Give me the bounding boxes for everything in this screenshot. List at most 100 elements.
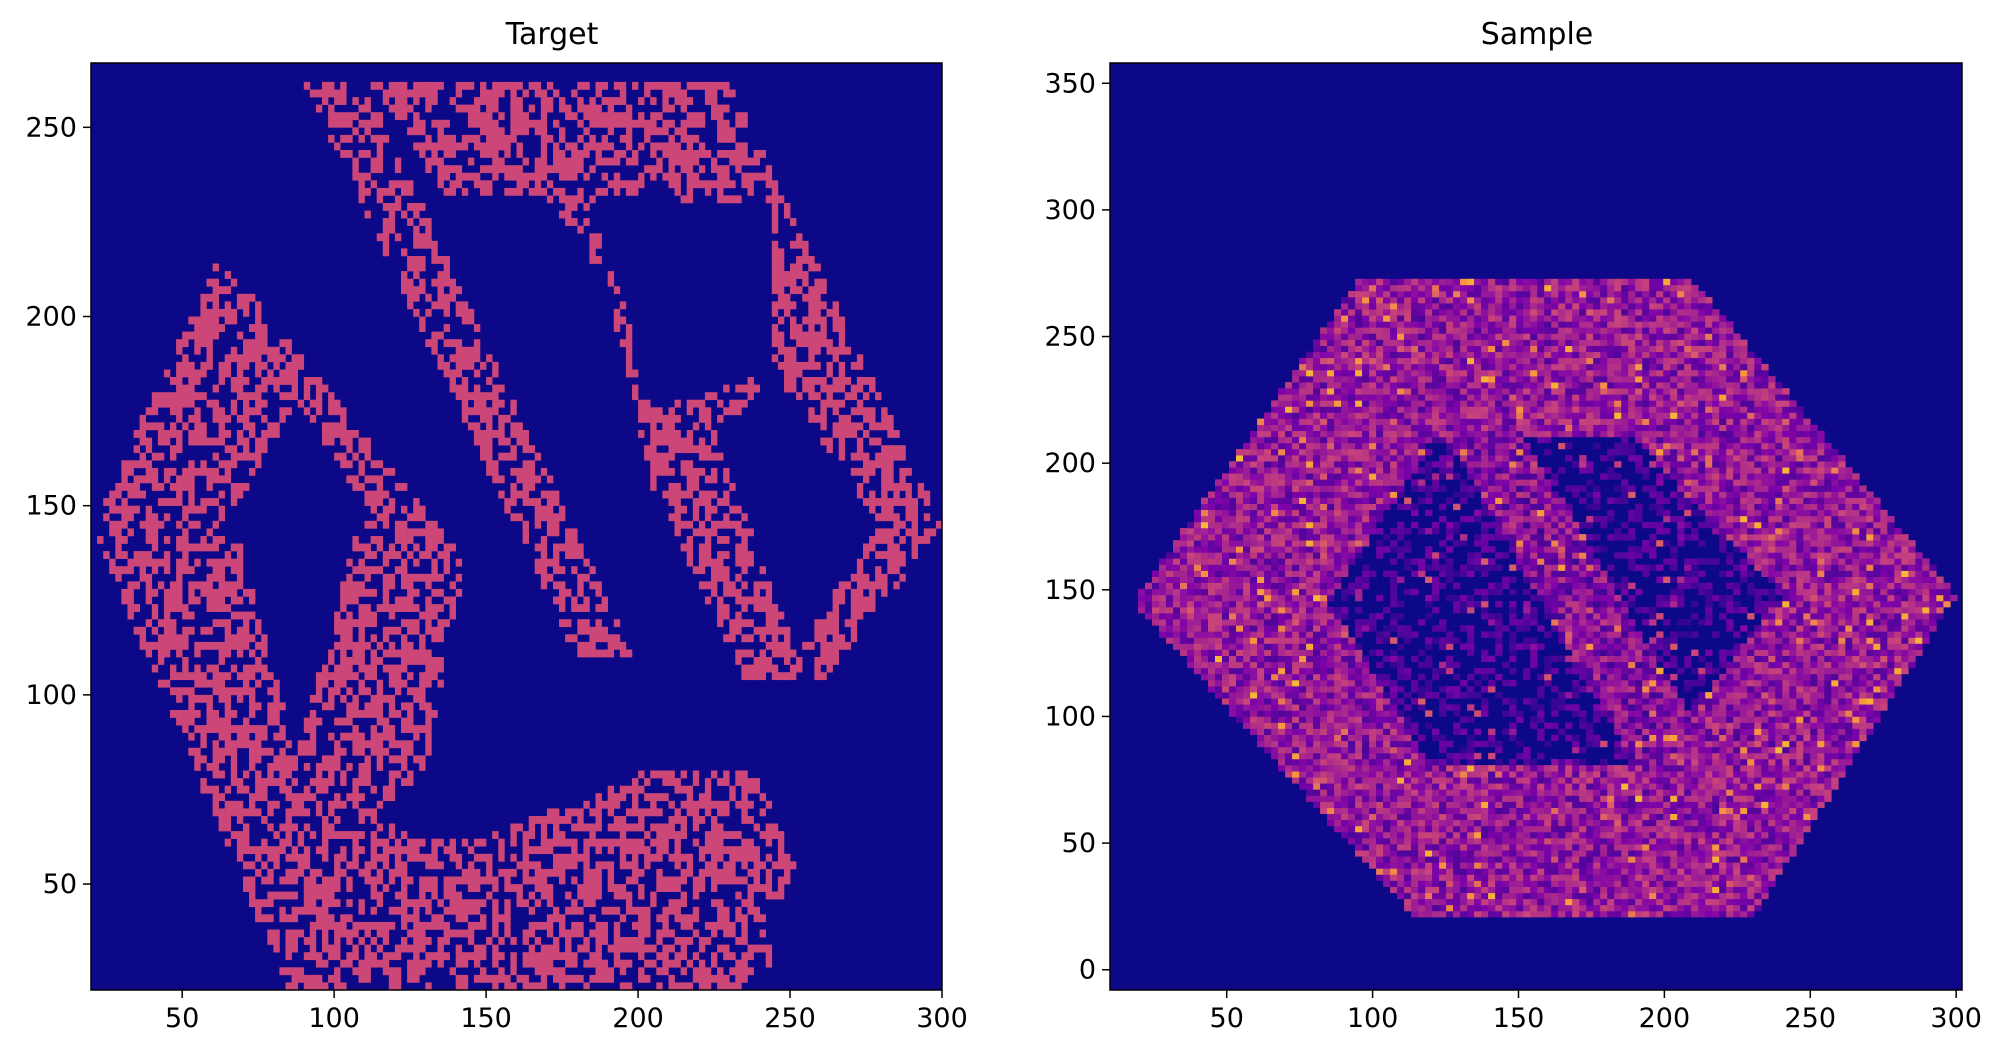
target-cell <box>583 944 590 953</box>
target-cell <box>249 422 256 431</box>
target-cell <box>401 112 408 121</box>
target-cell <box>340 831 347 839</box>
target-cell <box>236 551 244 559</box>
target-cell <box>127 460 134 469</box>
target-cell <box>182 543 189 552</box>
target-cell <box>662 929 669 938</box>
target-cell <box>255 316 262 325</box>
target-cell <box>303 377 311 385</box>
target-cell <box>212 467 219 476</box>
target-cell <box>255 755 262 764</box>
sample-cell <box>1180 540 1188 547</box>
target-cell <box>303 407 311 416</box>
sample-cell <box>1229 467 1237 474</box>
sample-cell <box>1285 692 1293 699</box>
sample-cell <box>1166 582 1174 590</box>
sample-cell <box>1271 461 1279 468</box>
target-cell <box>218 717 225 726</box>
sample-cell <box>1194 576 1202 583</box>
target-cell <box>607 641 615 650</box>
target-cell <box>364 664 371 673</box>
target-cell <box>425 876 432 885</box>
sample-cell <box>1236 515 1244 523</box>
target-cell <box>516 127 523 136</box>
target-cell <box>255 346 262 355</box>
target-cell <box>777 884 785 892</box>
sample-cell <box>1278 455 1286 462</box>
target-cell <box>243 634 250 643</box>
target-cell <box>717 808 724 817</box>
sample-cell <box>1306 789 1314 796</box>
target-cell <box>607 974 615 983</box>
target-cell <box>729 868 736 877</box>
target-cell <box>388 604 396 612</box>
target-cell <box>510 467 517 476</box>
sample-cell <box>1250 710 1258 717</box>
target-cell <box>394 233 402 242</box>
target-cell <box>741 808 748 817</box>
target-cell <box>291 982 298 991</box>
target-cell <box>589 195 596 204</box>
target-cell <box>212 808 219 817</box>
target-cell <box>638 974 645 983</box>
target-cell <box>243 679 250 688</box>
target-cell <box>559 210 566 219</box>
sample-cell <box>1236 655 1244 663</box>
target-cell <box>559 974 566 983</box>
sample-cell <box>1208 558 1216 565</box>
target-cell <box>929 528 937 537</box>
target-cell <box>589 891 596 900</box>
target-cell <box>413 142 420 151</box>
sample-cell <box>1299 637 1307 644</box>
target-cell <box>486 97 493 105</box>
target-cell <box>522 982 529 991</box>
target-cell <box>540 581 548 590</box>
target-cell <box>741 604 748 612</box>
target-cell <box>255 369 262 378</box>
sample-cell <box>1306 564 1314 571</box>
target-cell <box>224 369 232 378</box>
target-cell <box>218 823 225 832</box>
target-cell <box>759 596 766 605</box>
sample-cell <box>1292 759 1300 766</box>
target-cell <box>546 952 554 961</box>
target-cell <box>759 929 766 938</box>
target-cell <box>419 233 426 242</box>
target-cell <box>194 437 201 446</box>
target-cell <box>589 884 596 892</box>
target-cell <box>850 634 858 643</box>
target-cell <box>656 808 663 817</box>
target-cell <box>522 929 529 938</box>
target-cell <box>261 747 268 756</box>
target-cell <box>674 853 681 862</box>
target-cell <box>747 967 754 976</box>
target-cell <box>163 513 171 522</box>
target-cell <box>534 475 542 484</box>
target-cell <box>407 641 414 650</box>
target-cell <box>583 127 590 136</box>
target-cell <box>589 838 596 847</box>
sample-cell <box>1278 716 1286 723</box>
target-cell <box>249 354 256 363</box>
target-cell <box>662 846 669 855</box>
target-cell <box>157 679 165 688</box>
target-cell <box>437 256 444 264</box>
target-cell <box>176 543 183 552</box>
sample-cell <box>1236 710 1244 717</box>
target-cell <box>370 649 377 658</box>
target-cell <box>674 399 681 408</box>
target-cell <box>875 573 882 582</box>
target-cell <box>279 354 286 363</box>
target-cell <box>425 536 432 544</box>
target-cell <box>224 702 232 711</box>
sample-cell <box>1299 698 1307 705</box>
target-cell <box>540 816 548 824</box>
target-cell <box>309 793 317 802</box>
target-cell <box>206 763 213 771</box>
target-cell <box>528 944 536 953</box>
target-cell <box>285 982 292 991</box>
target-cell <box>285 967 292 976</box>
target-cell <box>729 831 736 839</box>
target-cell <box>777 626 785 635</box>
target-cell <box>589 808 596 817</box>
